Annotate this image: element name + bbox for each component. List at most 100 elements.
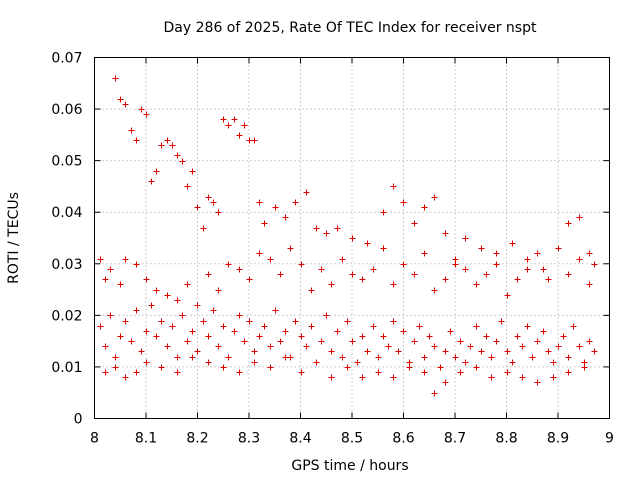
data-point bbox=[267, 343, 274, 350]
data-point bbox=[400, 199, 407, 206]
data-point bbox=[189, 168, 196, 175]
data-point bbox=[143, 328, 150, 335]
data-point bbox=[565, 369, 572, 376]
data-point bbox=[287, 245, 294, 252]
data-point bbox=[431, 287, 438, 294]
data-point bbox=[483, 271, 490, 278]
data-point bbox=[431, 390, 438, 397]
x-tick-label: 8 bbox=[90, 431, 99, 447]
data-point bbox=[298, 261, 305, 268]
data-point bbox=[565, 271, 572, 278]
data-point bbox=[364, 348, 371, 355]
data-point bbox=[493, 261, 500, 268]
data-point bbox=[390, 281, 397, 288]
data-point bbox=[241, 338, 248, 345]
data-point bbox=[97, 256, 104, 263]
data-point bbox=[591, 261, 598, 268]
data-point bbox=[344, 318, 351, 325]
x-tick-label: 8.1 bbox=[135, 431, 157, 447]
data-point bbox=[200, 225, 207, 232]
y-tick-labels: 0 0.01 0.02 0.03 0.04 0.05 0.06 0.07 bbox=[51, 51, 82, 428]
data-point bbox=[328, 348, 335, 355]
data-point bbox=[359, 374, 366, 381]
data-point bbox=[215, 343, 222, 350]
data-point bbox=[189, 354, 196, 361]
data-point bbox=[122, 256, 129, 263]
data-point bbox=[560, 333, 567, 340]
data-point bbox=[565, 220, 572, 227]
data-point bbox=[524, 256, 531, 263]
x-tick-label: 8.8 bbox=[495, 431, 517, 447]
data-point bbox=[267, 364, 274, 371]
x-tick-label: 8.5 bbox=[341, 431, 363, 447]
data-point bbox=[277, 338, 284, 345]
data-point bbox=[555, 343, 562, 350]
data-point bbox=[164, 292, 171, 299]
data-point bbox=[194, 302, 201, 309]
data-point bbox=[179, 312, 186, 319]
data-point bbox=[540, 328, 547, 335]
data-point bbox=[478, 245, 485, 252]
data-point bbox=[117, 281, 124, 288]
data-point bbox=[122, 318, 129, 325]
x-tick-label: 8.9 bbox=[547, 431, 569, 447]
series-floor-roti-band bbox=[102, 354, 588, 397]
chart-title: Day 286 of 2025, Rate Of TEC Index for r… bbox=[164, 20, 537, 36]
x-tick-label: 8.7 bbox=[444, 431, 466, 447]
data-point bbox=[158, 364, 165, 371]
data-point bbox=[174, 354, 181, 361]
data-point bbox=[153, 168, 160, 175]
data-point bbox=[385, 343, 392, 350]
data-point bbox=[251, 359, 258, 366]
data-point bbox=[462, 359, 469, 366]
y-tick-label: 0.07 bbox=[51, 51, 82, 67]
data-point bbox=[236, 312, 243, 319]
data-point bbox=[359, 333, 366, 340]
data-point bbox=[339, 354, 346, 361]
data-point bbox=[529, 354, 536, 361]
data-point bbox=[426, 333, 433, 340]
x-tick-label: 8.4 bbox=[289, 431, 311, 447]
data-point bbox=[534, 379, 541, 386]
data-point bbox=[122, 101, 129, 108]
data-point bbox=[184, 183, 191, 190]
data-point bbox=[442, 348, 449, 355]
data-point bbox=[272, 307, 279, 314]
y-tick-label: 0.02 bbox=[51, 308, 82, 324]
data-point bbox=[483, 333, 490, 340]
data-point bbox=[210, 199, 217, 206]
data-point bbox=[298, 333, 305, 340]
data-point bbox=[303, 343, 310, 350]
data-point bbox=[586, 281, 593, 288]
data-point bbox=[267, 256, 274, 263]
data-point bbox=[509, 359, 516, 366]
data-point bbox=[220, 323, 227, 330]
data-point bbox=[514, 333, 521, 340]
data-point bbox=[452, 256, 459, 263]
data-point bbox=[256, 250, 263, 257]
data-point bbox=[390, 374, 397, 381]
data-point bbox=[236, 132, 243, 139]
data-point bbox=[261, 323, 268, 330]
data-point bbox=[442, 230, 449, 237]
data-point bbox=[545, 276, 552, 283]
data-point bbox=[313, 359, 320, 366]
y-tick-label: 0.05 bbox=[51, 154, 82, 170]
data-point bbox=[349, 235, 356, 242]
data-point bbox=[442, 276, 449, 283]
data-point bbox=[504, 292, 511, 299]
data-point bbox=[514, 276, 521, 283]
data-point bbox=[205, 271, 212, 278]
data-point bbox=[457, 369, 464, 376]
data-point bbox=[210, 307, 217, 314]
data-point bbox=[282, 354, 289, 361]
data-point bbox=[534, 338, 541, 345]
data-point bbox=[498, 318, 505, 325]
data-point bbox=[282, 214, 289, 221]
data-point bbox=[225, 261, 232, 268]
data-point bbox=[411, 338, 418, 345]
data-point bbox=[205, 333, 212, 340]
data-point bbox=[231, 328, 238, 335]
data-point bbox=[189, 328, 196, 335]
data-point bbox=[524, 323, 531, 330]
